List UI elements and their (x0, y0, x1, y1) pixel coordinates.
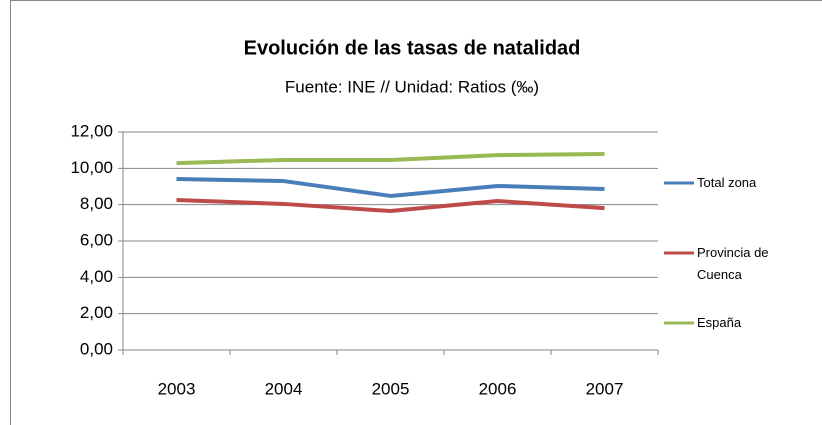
legend-label: España (697, 315, 742, 330)
x-tick-label: 2004 (265, 379, 303, 398)
x-tick-label: 2005 (372, 379, 410, 398)
y-tick-label: 12,00 (70, 121, 113, 140)
x-tick-label: 2003 (158, 379, 196, 398)
x-tick-label: 2007 (586, 379, 624, 398)
x-tick-label: 2006 (479, 379, 517, 398)
series-line (176, 197, 605, 214)
chart-title: Evolución de las tasas de natalidad (244, 37, 581, 59)
y-tick-label: 2,00 (80, 303, 113, 322)
legend-label: Provincia de Cuenca (697, 245, 769, 282)
series-line (176, 151, 605, 166)
y-tick-label: 4,00 (80, 267, 113, 286)
y-tick-label: 0,00 (80, 339, 113, 358)
y-tick-label: 10,00 (70, 158, 113, 177)
chart-subtitle: Fuente: INE // Unidad: Ratios (‰) (285, 77, 539, 96)
legend-label: Total zona (697, 175, 757, 190)
y-tick-label: 6,00 (80, 230, 113, 249)
y-tick-label: 8,00 (80, 194, 113, 213)
series-line (176, 177, 605, 198)
